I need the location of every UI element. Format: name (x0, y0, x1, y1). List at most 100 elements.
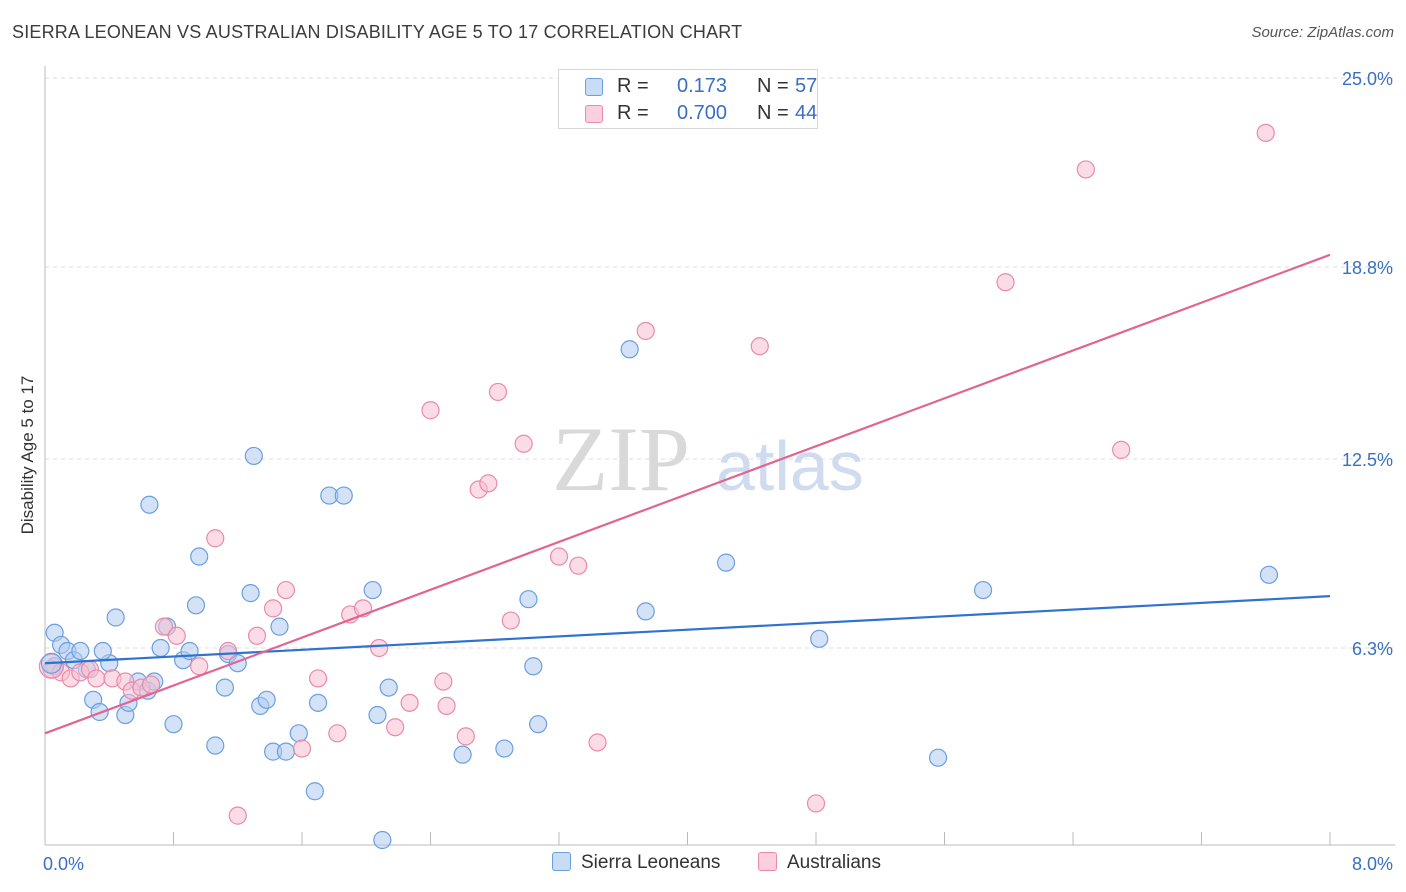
australian-cluster-point (38, 653, 65, 679)
bottom-legend-label: Sierra Leoneans (581, 852, 721, 873)
legend-r-label: R = (617, 75, 649, 97)
trend-lines (44, 253, 1331, 735)
sierra-leonean-point (71, 641, 90, 661)
australian-point (501, 611, 520, 630)
legend-swatch-blue (585, 78, 603, 96)
sierra-leonean-point (215, 678, 234, 697)
legend-r-value: 0.173 (677, 75, 728, 97)
australian-point (456, 727, 475, 746)
australian-point (386, 718, 405, 737)
sierra-leonean-point (495, 739, 514, 758)
australian-point (479, 474, 498, 493)
sierra-leonean-trend-line (44, 595, 1331, 665)
australian-point (219, 641, 238, 661)
bottom-legend-sierra-leoneans: Sierra Leoneans (552, 852, 720, 874)
y-tick-label: 25.0% (1342, 69, 1393, 89)
sierra-leonean-point (93, 641, 112, 661)
watermark: ZIP atlas (552, 408, 864, 510)
sierra-leonean-point (379, 678, 398, 697)
australian-point (549, 547, 569, 566)
x-tick-label-min: 0.0% (43, 854, 84, 874)
axes (44, 66, 1395, 846)
sierra-leonean-point (289, 724, 308, 743)
sierra-leonean-point (368, 705, 387, 725)
australian-point (206, 529, 225, 548)
sierra-leonean-point (928, 748, 948, 767)
sierra-leonean-point (190, 547, 209, 566)
sierra-leonean-point (519, 590, 538, 609)
australian-point (276, 580, 296, 600)
sierra-leonean-point (810, 629, 829, 648)
australian-point (636, 321, 655, 341)
sierra-leonean-point (270, 617, 289, 636)
sierra-leonean-point (276, 742, 296, 761)
correlation-legend: R = 0.173 N = 57 R = 0.700 N = 44 (558, 69, 818, 129)
australian-point (400, 693, 419, 712)
australian-point (228, 806, 247, 825)
australian-point (750, 337, 769, 356)
y-axis-label: Disability Age 5 to 17 (18, 375, 37, 535)
sierra-leonean-point (186, 596, 206, 615)
australian-point (167, 626, 186, 645)
australian-point (434, 672, 453, 691)
australian-point (263, 599, 283, 618)
sierra-leonean-point (244, 446, 263, 466)
australian-point (806, 794, 826, 813)
australian-point (1112, 440, 1131, 459)
australian-point (87, 669, 106, 688)
y-tick-label: 6.3% (1352, 639, 1393, 659)
australian-point (1076, 160, 1095, 179)
australian-point (328, 724, 347, 743)
tick-labels: 6.3% 12.5% 18.8% 25.0% 0.0% 8.0% (43, 69, 1393, 874)
australian-trend-line (44, 253, 1331, 735)
sierra-leonean-point (140, 495, 159, 514)
sierra-leonean-point (636, 602, 655, 621)
sierra-leonean-point (164, 715, 183, 734)
sierra-leonean-point (524, 657, 543, 676)
legend-n-label: N = (757, 102, 789, 124)
chart-title: SIERRA LEONEAN VS AUSTRALIAN DISABILITY … (12, 22, 743, 42)
watermark-zip: ZIP (552, 408, 690, 510)
australian-point (421, 401, 440, 420)
legend-r-value: 0.700 (677, 102, 728, 124)
sierra-leonean-point (453, 745, 472, 764)
bottom-legend-swatch-pink (758, 852, 777, 871)
chart-source: Source: ZipAtlas.com (1251, 24, 1394, 41)
sierra-leonean-point (305, 782, 324, 801)
bottom-legend-swatch-blue (552, 852, 571, 871)
sierra-leonean-point (308, 693, 328, 712)
sierra-leonean-point (257, 690, 276, 709)
australian-point (996, 273, 1015, 292)
watermark-atlas: atlas (716, 427, 864, 505)
legend-r-label: R = (617, 102, 649, 124)
legend-n-value: 57 (795, 75, 818, 97)
bottom-legend-australians: Australians (758, 852, 881, 874)
australian-point (292, 739, 312, 758)
legend-n-value: 44 (795, 102, 818, 124)
sierra-leonean-point (716, 553, 736, 572)
australian-point (437, 696, 456, 715)
sierra-leonean-point (206, 736, 225, 755)
sierra-leonean-point (106, 608, 125, 627)
australian-point (588, 733, 607, 752)
australian-point (514, 434, 533, 453)
x-tick-label-max: 8.0% (1352, 854, 1393, 874)
sierra-leonean-point (529, 715, 548, 734)
sierra-leonean-point (241, 584, 260, 603)
australian-point (308, 669, 328, 688)
legend-n-label: N = (757, 75, 789, 97)
sierra-leonean-point (363, 580, 382, 600)
data-points (38, 123, 1279, 850)
legend-swatch-pink (585, 105, 603, 123)
sierra-leonean-point (1259, 565, 1279, 584)
y-tick-label: 18.8% (1342, 258, 1393, 278)
australian-point (247, 626, 267, 645)
australian-point (1256, 123, 1275, 142)
australian-point (190, 657, 209, 676)
australian-point (154, 617, 173, 636)
sierra-leonean-point (620, 340, 639, 359)
bottom-legend-label: Australians (787, 852, 881, 873)
sierra-leonean-point (334, 486, 353, 505)
sierra-leonean-point (373, 830, 392, 850)
